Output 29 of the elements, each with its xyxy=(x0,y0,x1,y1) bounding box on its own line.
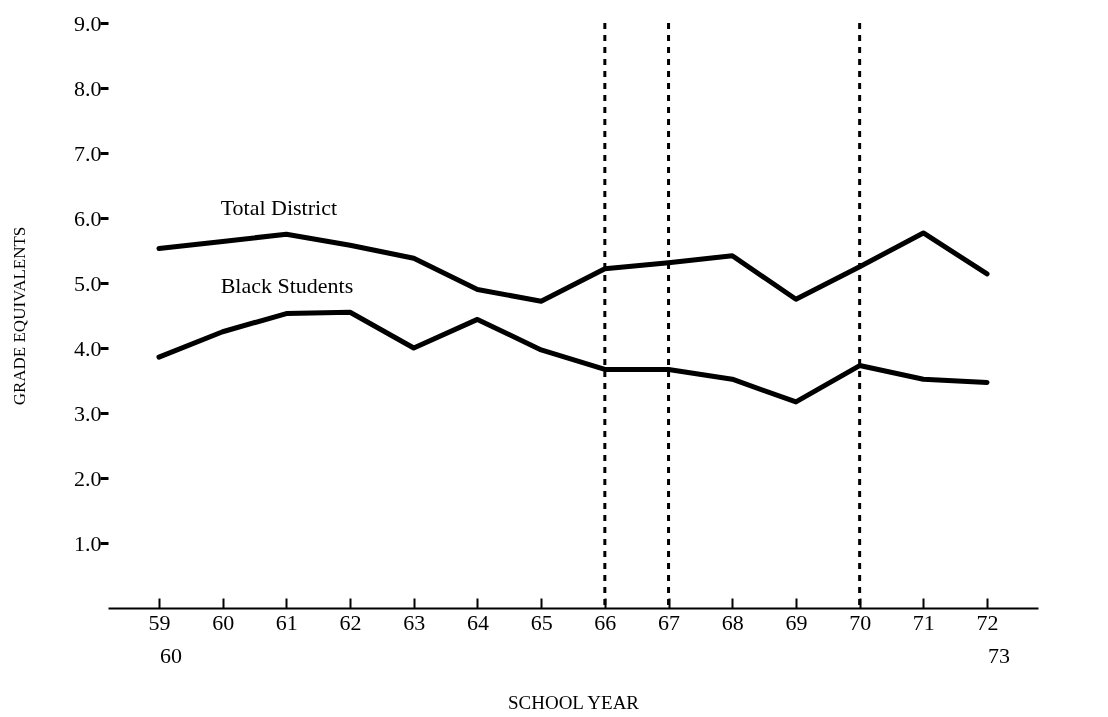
y-tick-label: 2.0 xyxy=(74,465,102,491)
y-tick-label: 6.0 xyxy=(74,205,102,231)
x-tick-label: 71 xyxy=(912,609,935,635)
x-tick-label: 63 xyxy=(403,609,426,635)
x-tick-label: 69 xyxy=(785,609,808,635)
y-tick-label: 8.0 xyxy=(74,75,102,101)
y-tick-label: 4.0 xyxy=(74,335,102,361)
x-tick-label: 67 xyxy=(658,609,681,635)
text: 60 xyxy=(159,643,182,668)
text: 73 xyxy=(988,643,1011,668)
y-tick-label: 7.0 xyxy=(74,140,102,166)
x-tick-label: 65 xyxy=(530,609,553,635)
x-tick-label: 59 xyxy=(148,609,171,635)
x-tick-label: 61 xyxy=(275,609,298,635)
series-label: Black Students xyxy=(220,272,354,298)
y-tick-label: 9.0 xyxy=(74,10,102,36)
x-tick-label: 62 xyxy=(339,609,362,635)
x-tick-label: 70 xyxy=(849,609,872,635)
x-tick-label: 72 xyxy=(976,609,999,635)
series-label: Total District xyxy=(220,194,338,220)
y-axis-title: GRADE EQUIVALENTS xyxy=(10,226,29,406)
x-tick-label: 60 xyxy=(212,609,235,635)
x-tick-label: 64 xyxy=(466,609,489,635)
x-tick-label: 68 xyxy=(721,609,744,635)
x-axis-title: SCHOOL YEAR xyxy=(507,691,640,713)
x-tick-label: 66 xyxy=(594,609,617,635)
y-tick-label: 3.0 xyxy=(74,400,102,426)
y-tick-label: 1.0 xyxy=(74,530,102,556)
y-tick-label: 5.0 xyxy=(74,270,102,296)
